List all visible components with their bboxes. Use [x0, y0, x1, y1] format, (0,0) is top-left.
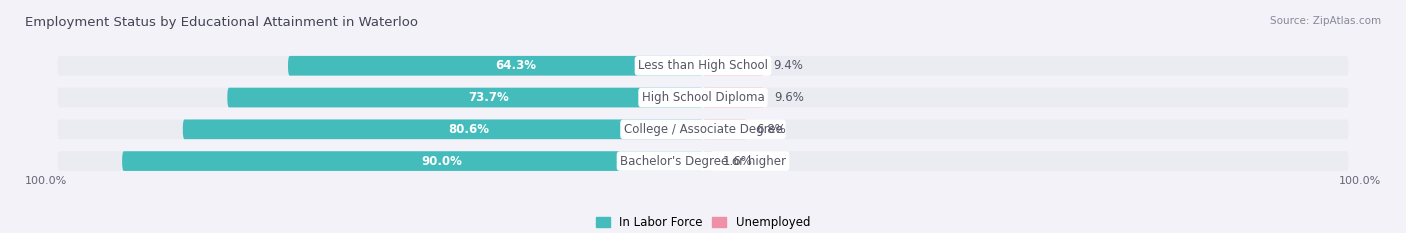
Text: 64.3%: 64.3%	[496, 59, 537, 72]
Text: 80.6%: 80.6%	[449, 123, 489, 136]
Legend: In Labor Force, Unemployed: In Labor Force, Unemployed	[596, 216, 810, 229]
Text: Employment Status by Educational Attainment in Waterloo: Employment Status by Educational Attainm…	[25, 16, 419, 29]
Text: 90.0%: 90.0%	[422, 154, 463, 168]
Text: 1.6%: 1.6%	[723, 154, 752, 168]
FancyBboxPatch shape	[703, 56, 763, 76]
Text: College / Associate Degree: College / Associate Degree	[624, 123, 782, 136]
Text: Bachelor's Degree or higher: Bachelor's Degree or higher	[620, 154, 786, 168]
Text: 73.7%: 73.7%	[468, 91, 509, 104]
FancyBboxPatch shape	[58, 120, 1348, 139]
FancyBboxPatch shape	[58, 56, 1348, 76]
FancyBboxPatch shape	[58, 88, 1348, 107]
FancyBboxPatch shape	[703, 88, 765, 107]
Text: 100.0%: 100.0%	[1339, 176, 1381, 186]
Text: Source: ZipAtlas.com: Source: ZipAtlas.com	[1270, 16, 1381, 26]
FancyBboxPatch shape	[703, 120, 747, 139]
FancyBboxPatch shape	[703, 151, 713, 171]
FancyBboxPatch shape	[122, 151, 703, 171]
Text: Less than High School: Less than High School	[638, 59, 768, 72]
Text: 9.6%: 9.6%	[775, 91, 804, 104]
FancyBboxPatch shape	[183, 120, 703, 139]
FancyBboxPatch shape	[58, 151, 1348, 171]
FancyBboxPatch shape	[228, 88, 703, 107]
Text: 100.0%: 100.0%	[25, 176, 67, 186]
Text: 9.4%: 9.4%	[773, 59, 803, 72]
Text: High School Diploma: High School Diploma	[641, 91, 765, 104]
Text: 6.8%: 6.8%	[756, 123, 786, 136]
FancyBboxPatch shape	[288, 56, 703, 76]
